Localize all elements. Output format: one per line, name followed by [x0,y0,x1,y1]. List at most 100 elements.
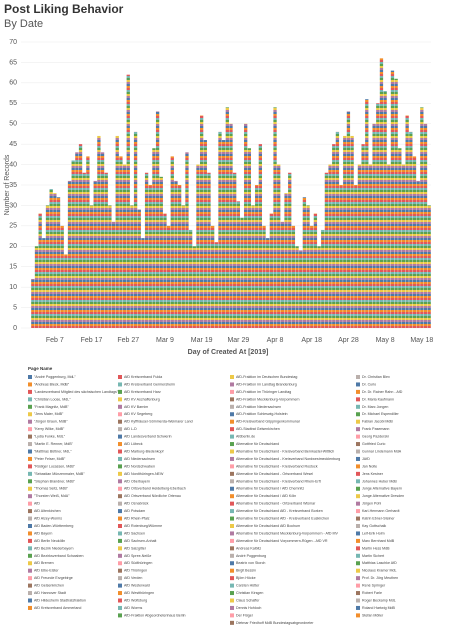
legend-swatch [118,397,122,402]
bar [295,246,299,328]
bar [86,156,90,328]
legend-label: AfD [34,502,40,506]
y-tick-label: 30 [9,202,17,209]
legend-swatch [118,583,122,588]
legend-label: AfD Bezirk Niederbayern [34,546,74,550]
legend-swatch [28,509,32,514]
legend-label: Gottfried Curio [362,442,385,446]
legend-swatch [28,389,32,394]
bar [199,115,204,329]
bar [317,246,321,328]
bar [324,172,329,328]
legend-label: Alternative für Deutschland [236,442,279,446]
legend-swatch [28,605,32,610]
legend-label: Alternative für Deutschland AfD Bochum [236,524,300,528]
bar [350,135,354,328]
legend-swatch [118,412,122,417]
y-tick-label: 60 [9,80,17,87]
legend-swatch [230,412,234,417]
legend-label: AfD Ortsverband Nördliche Ortenau [124,494,181,498]
legend-swatch [230,561,234,566]
legend-swatch [28,576,32,581]
bar [335,131,340,328]
bar [49,189,53,328]
legend-label: AfD Worms [124,606,143,610]
bar [409,131,413,328]
bar [401,164,406,328]
bar [137,209,141,328]
legend-label: Dr. Michael Espendiller [362,412,400,416]
legend-swatch [118,434,122,439]
legend-label: "Stephan Brandner, MdB" [34,479,76,483]
legend-swatch [230,620,234,625]
legend-swatch [356,397,360,402]
legend-label: "Matthias Büttner, MdL" [34,449,72,453]
legend-swatch [28,479,32,484]
bar [302,197,307,328]
legend-label: Der Flügel [236,613,253,617]
legend-swatch [356,531,360,536]
legend-label: Andreas Kalbitz [236,546,261,550]
legend-swatch [118,427,122,432]
bar [130,205,134,328]
y-axis-title: Number of Records [4,154,11,215]
legend-swatch [118,375,122,379]
legend-label: AfD Verden [124,576,142,580]
legend-label: Nicolaus Kramer MdL [362,569,397,573]
legend-label: Dr. Christian Blex [362,375,390,379]
legend-swatch [28,546,32,551]
legend-label: Katrin Ebner-Steiner [362,517,395,521]
legend-label: AfD Landesverband Schwerin [124,435,172,439]
bar [332,144,336,328]
legend-swatch [230,397,234,402]
legend-title: Page Name [28,366,53,371]
legend-label: Stefan Möller [362,613,384,617]
bar [148,185,152,328]
legend-swatch [356,427,360,432]
legend-swatch [230,613,234,618]
y-tick-label: 0 [13,325,17,332]
legend-swatch [28,427,32,432]
bar [93,180,97,328]
bar [346,111,351,328]
legend-label: Afdberlin.de [236,435,255,439]
bar [60,225,64,328]
x-tick-label: Apr 8 [267,337,284,344]
bar [310,225,314,328]
legend-swatch [356,442,360,447]
legend-swatch [28,524,32,528]
legend-label: AfD Kreisverband Harz [124,390,161,394]
legend-swatch [356,583,360,588]
legend-swatch [28,568,32,573]
legend-label: AfD Kyffhäuser-Sömmerda-Weimarer Land [124,420,193,424]
legend-swatch [118,494,122,499]
legend-label: AfD Ortsverband Heidelberg-Eberbach [124,487,186,491]
bar [354,185,358,328]
legend-swatch [230,524,234,528]
bar [159,176,163,328]
legend-label: AfD L-D [124,427,137,431]
legend-label: "André Poggenburg, MdL" [34,375,76,379]
legend-label: "Landesverband Mitglied des sächsischen … [34,390,119,394]
legend-swatch [118,524,122,528]
legend-label: JAfD [362,457,370,461]
legend-swatch [356,404,360,409]
bar [328,164,332,328]
legend-swatch [356,389,360,394]
bar [71,160,75,328]
legend-label: AfD-Fraktion Abgeordnetenhaus Berlin [124,613,186,617]
y-tick-label: 10 [9,284,17,291]
legend-swatch [28,598,32,603]
x-axis-title: Day of Created At [2019] [188,349,269,356]
bar [133,131,138,328]
legend-label: René Springer [362,584,386,588]
bar [34,246,39,328]
legend-swatch [356,561,360,566]
legend-label: Alternative für Deutschland - Kreisverba… [236,464,318,468]
bar [262,225,266,328]
legend-swatch [356,456,360,461]
x-tick-label: Apr 18 [301,337,322,344]
legend-label: Alternative für Deutschland AfD - Kreisv… [236,509,323,513]
legend-swatch [356,501,360,506]
legend-swatch [356,375,360,379]
